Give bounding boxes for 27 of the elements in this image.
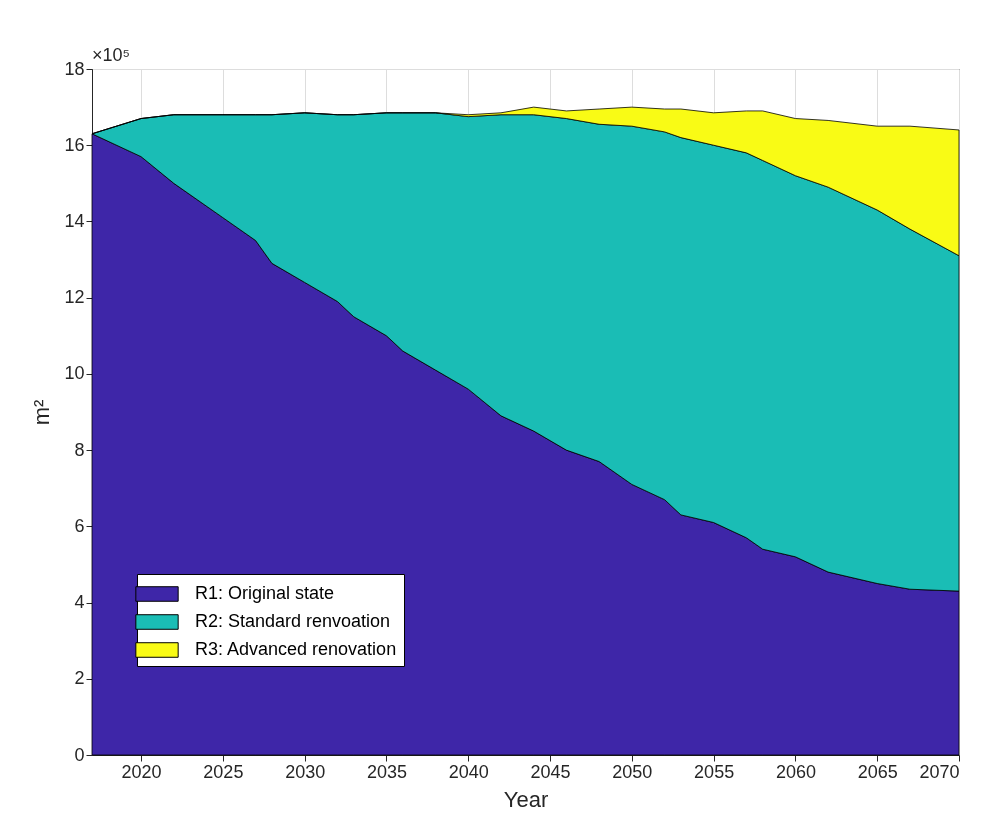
y-tick-label: 18 xyxy=(64,58,85,79)
y-tick-label: 4 xyxy=(74,592,85,613)
legend-label: R2: Standard renvoation xyxy=(195,611,391,631)
x-tick-label: 2060 xyxy=(775,761,816,782)
legend-label: R3: Advanced renovation xyxy=(195,639,397,659)
x-tick-label: 2045 xyxy=(530,761,571,782)
x-tick-label: 2055 xyxy=(694,761,735,782)
y-tick-label: 2 xyxy=(74,668,85,689)
text: ×10⁵ xyxy=(92,45,130,65)
x-tick-label: 2065 xyxy=(857,761,898,782)
y-tick-label: 10 xyxy=(64,363,85,384)
y-tick-label: 6 xyxy=(74,515,85,536)
x-tick-label: 2025 xyxy=(203,761,244,782)
x-tick-label: 2040 xyxy=(448,761,489,782)
x-tick-label: 2070 xyxy=(919,761,960,782)
y-tick-label: 14 xyxy=(64,210,85,231)
y-tick-label: 12 xyxy=(64,287,85,308)
x-tick-label: 2050 xyxy=(612,761,653,782)
x-axis-title: Year xyxy=(503,786,549,812)
y-axis-title: m² xyxy=(29,399,55,426)
legend-label: R1: Original state xyxy=(195,583,335,603)
y-tick-label: 8 xyxy=(74,439,85,460)
y-tick-label: 0 xyxy=(74,744,85,765)
y-tick-label: 16 xyxy=(64,134,85,155)
x-tick-label: 2020 xyxy=(121,761,162,782)
x-tick-label: 2035 xyxy=(366,761,407,782)
x-tick-label: 2030 xyxy=(285,761,326,782)
